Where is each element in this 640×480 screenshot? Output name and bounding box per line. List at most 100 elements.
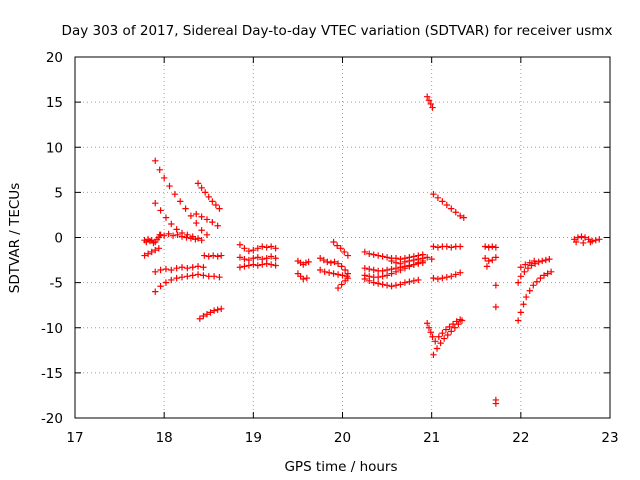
data-point (333, 242, 341, 249)
data-point (216, 274, 223, 281)
y-tick-label: -10 (41, 321, 63, 337)
data-point (341, 266, 349, 274)
data-point (435, 333, 442, 340)
data-point (267, 261, 275, 268)
data-point (457, 316, 464, 323)
data-point (451, 324, 459, 331)
y-tick-label: -15 (41, 366, 63, 382)
data-point (317, 255, 324, 262)
data-point (406, 278, 413, 285)
data-point (263, 255, 270, 262)
y-tick-label: 0 (54, 231, 63, 247)
data-point (241, 245, 248, 252)
data-point (544, 270, 551, 277)
data-point (168, 266, 175, 274)
x-tick-label: 17 (66, 430, 83, 446)
data-point (428, 255, 435, 263)
axis-ticks: 17 18 19 20 21 22 23 20 15 10 5 0 -5 -10 -15 -20 (41, 50, 619, 446)
data-point (166, 182, 173, 190)
data-point (526, 259, 533, 266)
y-tick-label: 10 (46, 140, 63, 156)
data-point (339, 272, 346, 279)
data-point (429, 104, 436, 111)
data-point (236, 264, 244, 271)
series-arc-15 (294, 257, 312, 268)
data-point (236, 254, 244, 261)
series-arc-38 (517, 257, 538, 271)
data-point (254, 245, 261, 252)
data-point (263, 260, 270, 267)
series-arc-2 (152, 157, 211, 238)
data-point (448, 244, 455, 251)
data-point (448, 273, 455, 280)
data-point (212, 201, 220, 209)
data-point (327, 259, 335, 266)
data-point (184, 264, 191, 272)
data-point (366, 265, 373, 273)
data-point (492, 254, 500, 261)
data-point (218, 305, 225, 312)
data-point (189, 272, 196, 279)
data-point (452, 271, 459, 278)
data-point (205, 253, 212, 260)
data-point (187, 235, 195, 242)
data-point (410, 256, 418, 264)
data-point (162, 214, 170, 221)
data-point (182, 205, 189, 212)
data-point (397, 281, 404, 288)
data-point (157, 283, 164, 290)
data-point (483, 263, 491, 270)
data-point (581, 234, 589, 241)
data-point (361, 264, 368, 272)
series-arc-6 (193, 210, 221, 229)
data-point (370, 279, 377, 286)
data-point (156, 166, 163, 174)
data-point (443, 243, 451, 250)
data-point (430, 190, 437, 198)
data-point (580, 239, 587, 247)
data-point (152, 268, 159, 275)
data-point (194, 271, 202, 278)
data-point (162, 265, 170, 273)
data-point (442, 326, 450, 333)
data-point (578, 233, 585, 240)
data-point (592, 237, 599, 244)
data-point (449, 320, 457, 328)
data-point (330, 270, 337, 277)
data-point (200, 264, 207, 271)
series-arc-12 (236, 241, 279, 255)
grid-lines (75, 57, 610, 418)
data-point (452, 209, 459, 216)
data-point (193, 210, 200, 218)
data-point (250, 261, 257, 268)
data-point (241, 263, 248, 270)
data-point (383, 254, 391, 261)
data-point (383, 272, 391, 279)
data-point (514, 317, 522, 324)
data-point (379, 281, 386, 288)
data-point (492, 282, 500, 289)
data-point (439, 198, 446, 205)
data-point (425, 97, 433, 104)
series-arc-36 (514, 268, 555, 324)
data-point (410, 277, 418, 285)
data-point (370, 251, 377, 258)
series-arc-31 (430, 317, 466, 359)
data-point (155, 245, 163, 252)
data-point (156, 231, 163, 238)
data-point (440, 335, 448, 342)
data-point (160, 232, 168, 239)
data-point (203, 216, 211, 223)
data-point (157, 207, 164, 214)
x-tick-label: 18 (156, 430, 173, 446)
data-point (209, 218, 216, 226)
series-arc-35 (492, 282, 500, 407)
data-point (198, 237, 205, 244)
data-point (430, 243, 437, 250)
data-point (210, 307, 218, 314)
data-point (437, 339, 444, 347)
series-arc-1 (141, 231, 164, 247)
data-point (160, 174, 168, 182)
data-point (397, 266, 404, 274)
data-point (374, 280, 382, 287)
